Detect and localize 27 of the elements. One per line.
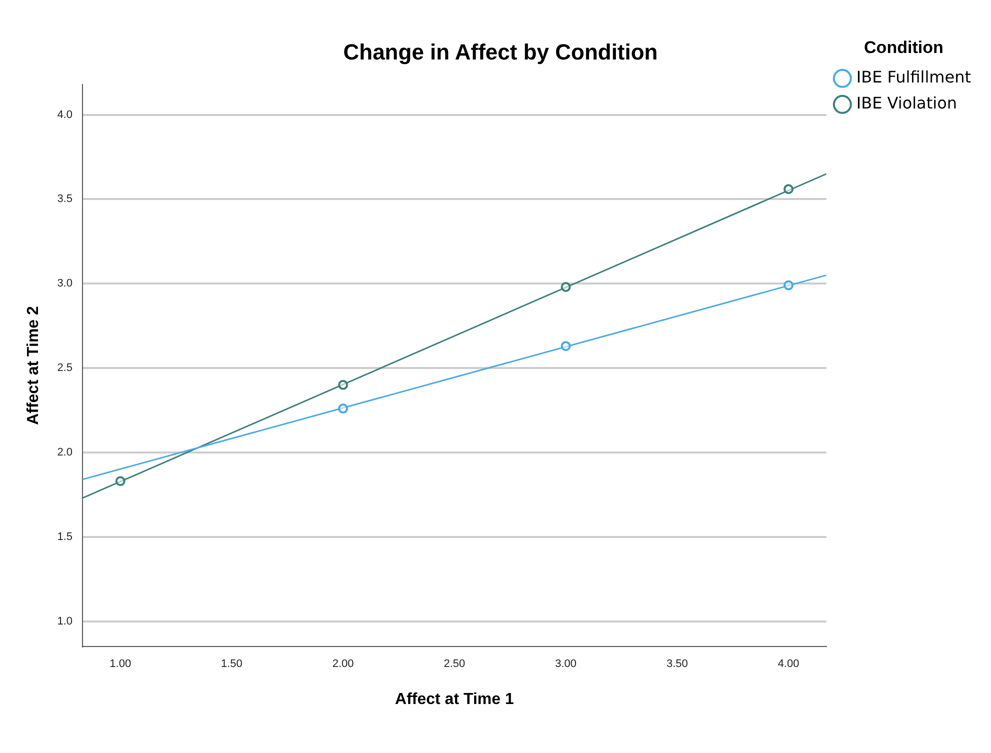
point: [338, 404, 348, 414]
x-tick-label: 1.00: [110, 658, 132, 670]
x-tick-label: 4.00: [778, 658, 800, 670]
y-tick-label: 3.5: [57, 193, 72, 206]
point: [560, 341, 571, 352]
y-tick-label: 2.0: [57, 446, 72, 458]
x-tick-label: 2.00: [332, 658, 354, 670]
legend-label: IBE Violation: [856, 94, 958, 113]
legend-label: IBE Fulfillment: [856, 68, 972, 87]
y-tick-label: 4.0: [57, 108, 72, 121]
point: [784, 280, 794, 290]
point: [560, 282, 571, 292]
x-tick-label: 1.50: [221, 658, 242, 670]
x-tick-label: 2.50: [444, 658, 466, 670]
legend-title: Condition: [864, 38, 944, 58]
x-tick-label: 3.50: [666, 658, 688, 670]
chart-title: Change in Affect by Condition: [343, 39, 658, 64]
x-tick-label: 3.00: [555, 658, 577, 670]
y-tick-label: 2.5: [57, 362, 72, 374]
point: [784, 184, 794, 194]
y-tick-label: 3.0: [57, 278, 72, 290]
y-axis-title: Affect at Time 2: [25, 306, 42, 425]
x-axis-title: Affect at Time 1: [395, 690, 514, 708]
y-tick-label: 1.5: [57, 530, 72, 543]
point: [115, 476, 126, 486]
y-tick-label: 1.0: [57, 615, 72, 628]
point: [338, 380, 348, 390]
